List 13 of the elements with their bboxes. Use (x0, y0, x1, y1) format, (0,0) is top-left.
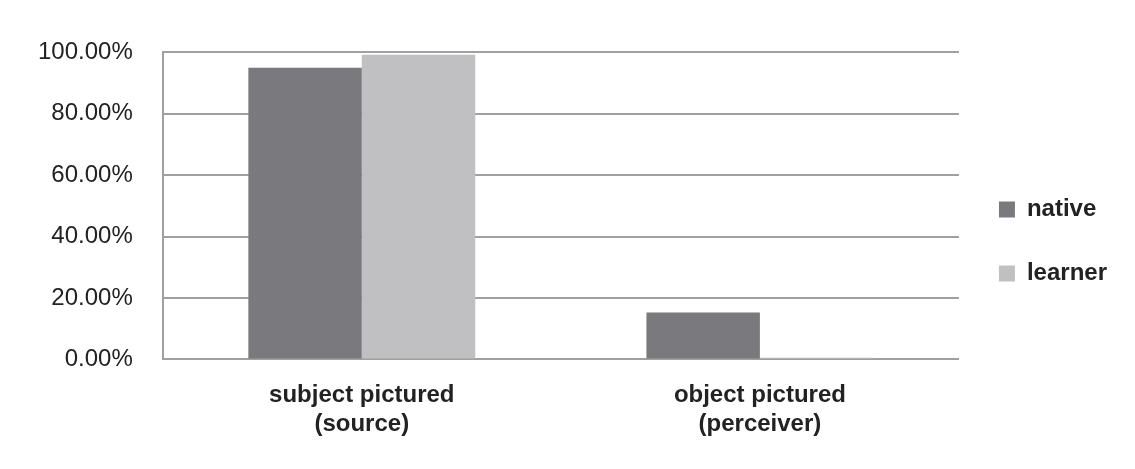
y-tick-label: 20.00% (51, 282, 133, 310)
bar (361, 54, 476, 359)
x-tick-label: subject pictured (source) (269, 380, 455, 437)
y-tick-label: 100.00% (38, 37, 133, 65)
bar (646, 312, 760, 359)
y-tick-label: 80.00% (51, 98, 133, 126)
x-tick-label: object pictured (perceiver) (673, 380, 846, 437)
y-tick-label: 0.00% (64, 344, 133, 372)
y-tick-label: 60.00% (51, 159, 133, 187)
y-tick-label: 40.00% (51, 221, 133, 249)
legend-label: learner (1026, 258, 1108, 286)
bar (248, 67, 362, 359)
legend-label: native (1026, 194, 1097, 222)
